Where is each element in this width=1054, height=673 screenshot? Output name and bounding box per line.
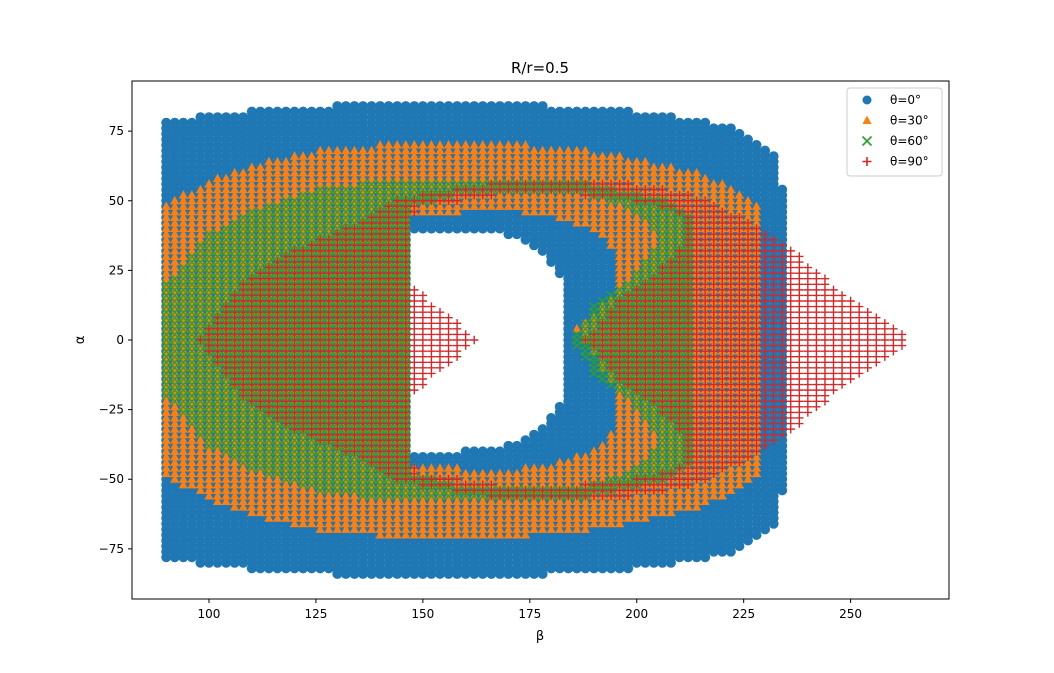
data-point: [229, 112, 240, 123]
data-point: [417, 451, 428, 462]
data-point: [409, 451, 420, 462]
data-point: [195, 112, 206, 123]
data-point: [503, 101, 514, 112]
data-point: [272, 106, 283, 117]
data-point: [529, 101, 540, 112]
data-point: [554, 106, 565, 117]
data-point: [708, 123, 719, 134]
data-point: [263, 106, 274, 117]
data-point: [460, 101, 471, 112]
data-point: [657, 112, 668, 123]
data-point: [503, 440, 514, 451]
data-point: [469, 101, 480, 112]
data-point: [434, 101, 445, 112]
data-point: [306, 106, 317, 117]
data-point: [452, 451, 463, 462]
data-point: [683, 117, 694, 128]
data-point: [554, 401, 565, 412]
data-point: [648, 112, 659, 123]
data-point: [700, 117, 711, 128]
data-point: [734, 128, 745, 139]
data-point: [409, 101, 420, 112]
data-point: [520, 435, 531, 446]
data-point: [580, 106, 591, 117]
data-point: [520, 101, 531, 112]
data-point: [674, 117, 685, 128]
data-point: [169, 117, 180, 128]
data-point: [212, 112, 223, 123]
data-point: [280, 106, 291, 117]
data-point: [477, 446, 488, 457]
data-point: [426, 451, 437, 462]
data-point: [221, 112, 232, 123]
data-point: [494, 446, 505, 457]
data-point: [323, 106, 334, 117]
data-point: [486, 101, 497, 112]
data-point: [315, 106, 326, 117]
data-point: [161, 117, 172, 128]
data-point: [426, 101, 437, 112]
data-point: [546, 412, 557, 423]
data-point: [563, 106, 574, 117]
data-point: [186, 117, 197, 128]
data-point: [631, 112, 642, 123]
data-point: [392, 101, 403, 112]
data-point: [332, 101, 343, 112]
data-point: [434, 451, 445, 462]
data-point: [494, 101, 505, 112]
data-point: [366, 101, 377, 112]
data-point: [340, 101, 351, 112]
data-point: [717, 123, 728, 134]
data-point: [571, 106, 582, 117]
data-point: [606, 106, 617, 117]
data-point: [383, 101, 394, 112]
data-point: [665, 112, 676, 123]
data-point: [246, 106, 257, 117]
data-point: [623, 106, 634, 117]
series-layer: [161, 101, 907, 579]
data-point: [417, 101, 428, 112]
data-point: [511, 101, 522, 112]
data-point: [289, 106, 300, 117]
data-point: [178, 117, 189, 128]
data-point: [691, 117, 702, 128]
data-point: [477, 101, 488, 112]
data-point: [537, 101, 548, 112]
data-point: [614, 106, 625, 117]
data-point: [238, 112, 249, 123]
data-point: [597, 106, 608, 117]
data-point: [640, 112, 651, 123]
data-point: [255, 106, 266, 117]
data-point: [443, 101, 454, 112]
data-point: [349, 101, 360, 112]
data-point: [588, 106, 599, 117]
data-point: [725, 123, 736, 134]
data-point: [529, 429, 540, 440]
data-point: [400, 101, 411, 112]
data-point: [298, 106, 309, 117]
data-point: [460, 446, 471, 457]
data-point: [443, 451, 454, 462]
data-point: [546, 106, 557, 117]
data-point: [511, 440, 522, 451]
data-point: [375, 101, 386, 112]
data-point: [469, 446, 480, 457]
data-point: [537, 424, 548, 435]
data-point: [203, 112, 214, 123]
data-point: [357, 101, 368, 112]
data-point: [452, 101, 463, 112]
data-point: [486, 446, 497, 457]
